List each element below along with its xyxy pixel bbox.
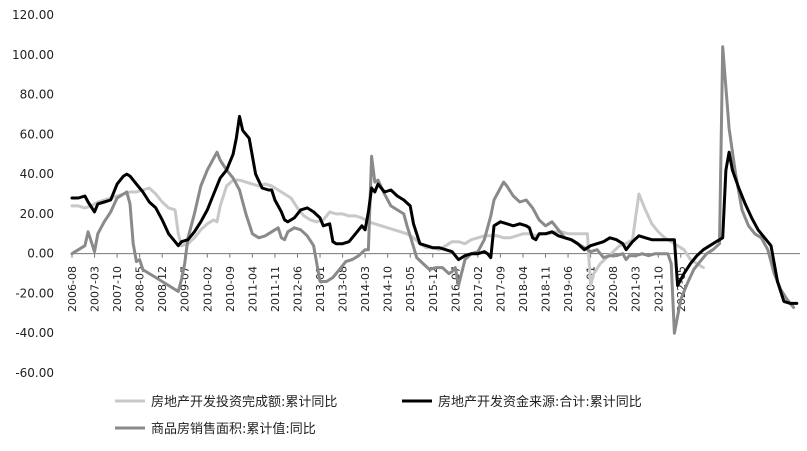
series-line-0 bbox=[70, 178, 705, 287]
y-tick-label: 20.00 bbox=[20, 207, 54, 221]
x-tick-label: 2021-10 bbox=[652, 266, 665, 312]
y-tick-label: 0.00 bbox=[27, 247, 54, 261]
legend-label-1: 房地产开发资金来源:合计:累计同比 bbox=[438, 394, 642, 410]
series-lines bbox=[70, 45, 799, 335]
x-tick-label: 2013-08 bbox=[337, 266, 350, 312]
x-tick-label: 2009-07 bbox=[179, 266, 192, 312]
x-tick-label: 2010-02 bbox=[201, 266, 214, 312]
x-tick-label: 2020-08 bbox=[607, 266, 620, 312]
y-tick-label: 100.00 bbox=[12, 48, 54, 62]
x-tick-label: 2019-06 bbox=[562, 266, 575, 312]
legend-label-0: 房地产开发投资完成额:累计同比 bbox=[151, 394, 337, 410]
x-tick-label: 2017-02 bbox=[472, 266, 485, 312]
x-tick-label: 2021-03 bbox=[630, 266, 643, 312]
x-tick-label: 2006-08 bbox=[66, 266, 79, 312]
x-tick-label: 2010-09 bbox=[224, 266, 237, 312]
legend-label-2: 商品房销售面积:累计值:同比 bbox=[151, 421, 316, 437]
x-tick-label: 2007-03 bbox=[89, 266, 102, 312]
x-tick-label: 2015-12 bbox=[427, 266, 440, 312]
x-tick-label: 2008-12 bbox=[156, 266, 169, 312]
series-line-1 bbox=[70, 114, 799, 305]
series-line-2 bbox=[70, 45, 796, 335]
legend: 房地产开发投资完成额:累计同比 房地产开发资金来源:合计:累计同比商品房销售面积:… bbox=[115, 394, 642, 437]
x-tick-label: 2011-11 bbox=[269, 266, 282, 312]
x-tick-label: 2020-01 bbox=[585, 266, 598, 312]
y-tick-label: -60.00 bbox=[15, 366, 54, 380]
x-tick-label: 2015-05 bbox=[404, 266, 417, 312]
y-tick-label: -20.00 bbox=[15, 286, 54, 300]
y-tick-label: 120.00 bbox=[12, 8, 54, 22]
y-tick-label: 40.00 bbox=[20, 167, 54, 181]
x-tick-label: 2011-04 bbox=[246, 266, 259, 312]
x-tick-label: 2017-09 bbox=[494, 266, 507, 312]
y-tick-label: -40.00 bbox=[15, 326, 54, 340]
x-tick-label: 2012-06 bbox=[291, 266, 304, 312]
x-tick-label: 2008-05 bbox=[134, 266, 147, 312]
x-tick-label: 2014-03 bbox=[359, 266, 372, 312]
x-tick-label: 2018-11 bbox=[540, 266, 553, 312]
x-tick-label: 2018-04 bbox=[517, 266, 530, 312]
y-tick-label: 80.00 bbox=[20, 88, 54, 102]
x-tick-label: 2014-10 bbox=[382, 266, 395, 312]
y-tick-label: 60.00 bbox=[20, 127, 54, 141]
x-tick-label: 2007-10 bbox=[111, 266, 124, 312]
y-axis: 120.00 100.00 80.00 60.00 40.00 20.00 0.00 -20.… bbox=[12, 8, 54, 380]
x-tick-label: 2013-01 bbox=[314, 266, 327, 312]
